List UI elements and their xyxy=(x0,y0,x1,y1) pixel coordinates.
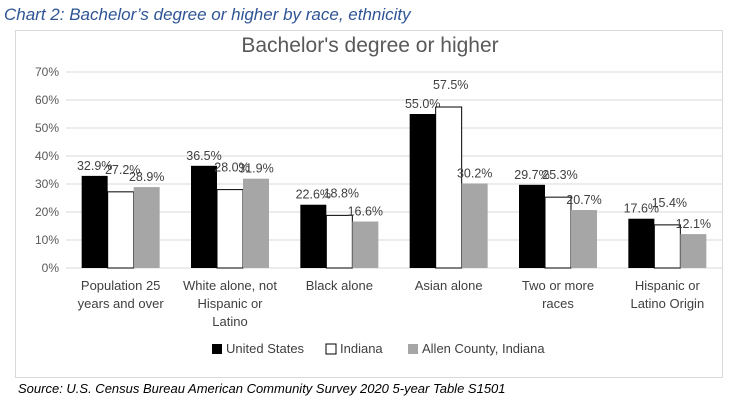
category-label: White alone, not xyxy=(183,278,277,293)
data-label: 12.1% xyxy=(676,217,711,231)
y-tick-label: 20% xyxy=(35,205,59,219)
legend-swatch xyxy=(325,343,337,355)
bar-united-states xyxy=(519,184,545,268)
bar-united-states xyxy=(300,204,327,268)
data-label: 15.4% xyxy=(652,196,687,210)
category-label: Latino Origin xyxy=(630,296,704,311)
data-label: 25.3% xyxy=(542,168,577,182)
bar-allen-county-indiana xyxy=(680,234,707,268)
category-label: Asian alone xyxy=(415,278,483,293)
category-label: races xyxy=(542,296,574,311)
y-tick-label: 0% xyxy=(42,261,60,275)
category-label: Latino xyxy=(212,314,247,329)
y-tick-label: 40% xyxy=(35,149,59,163)
bar-indiana xyxy=(216,189,244,269)
y-tick-label: 10% xyxy=(35,233,59,247)
bar-indiana xyxy=(653,224,681,269)
bar-united-states xyxy=(81,175,108,268)
bar-allen-county-indiana xyxy=(352,221,379,268)
data-label: 22.6% xyxy=(296,188,331,202)
chart-title: Bachelor's degree or higher xyxy=(241,34,498,57)
data-label: 32.9% xyxy=(77,159,112,173)
category-label: Black alone xyxy=(306,278,373,293)
bar-allen-county-indiana xyxy=(133,187,160,268)
bar-indiana xyxy=(107,191,135,269)
bar-allen-county-indiana xyxy=(461,183,488,268)
category-label: years and over xyxy=(78,296,165,311)
data-label: 30.2% xyxy=(457,166,492,180)
bar-indiana xyxy=(544,196,572,269)
bar-indiana xyxy=(435,106,463,269)
category-label: Population 25 xyxy=(81,278,161,293)
source-note: Source: U.S. Census Bureau American Comm… xyxy=(18,381,506,396)
category-label: Hispanic or xyxy=(635,278,701,293)
category-label: Two or more xyxy=(522,278,594,293)
data-label: 18.8% xyxy=(324,186,359,200)
data-label: 31.9% xyxy=(238,162,273,176)
legend-swatch xyxy=(408,344,418,354)
data-label: 29.7% xyxy=(514,168,549,182)
chart-caption: Chart 2: Bachelor’s degree or higher by … xyxy=(4,5,411,24)
data-label: 28.9% xyxy=(129,170,164,184)
y-tick-label: 50% xyxy=(35,121,59,135)
y-tick-label: 60% xyxy=(35,93,59,107)
bar-united-states xyxy=(191,165,217,268)
bar-united-states xyxy=(409,114,436,268)
data-label: 20.7% xyxy=(566,193,601,207)
legend-swatch xyxy=(212,344,222,354)
category-label: Hispanic or xyxy=(197,296,263,311)
data-label: 55.0% xyxy=(405,97,440,111)
bar-allen-county-indiana xyxy=(243,178,269,268)
data-label: 17.6% xyxy=(624,202,659,216)
legend-entry: Indiana xyxy=(340,341,383,356)
data-label: 27.2% xyxy=(105,163,140,177)
data-label: 57.5% xyxy=(433,78,468,92)
data-label: 28.0% xyxy=(214,161,249,175)
bar-allen-county-indiana xyxy=(571,210,597,268)
data-label: 16.6% xyxy=(348,205,383,219)
bar-united-states xyxy=(628,218,655,268)
bar-indiana xyxy=(325,214,353,269)
y-tick-label: 70% xyxy=(35,65,59,79)
y-tick-label: 30% xyxy=(35,177,59,191)
legend-entry: Allen County, Indiana xyxy=(422,341,545,356)
legend-entry: United States xyxy=(226,341,305,356)
data-label: 36.5% xyxy=(186,149,221,163)
